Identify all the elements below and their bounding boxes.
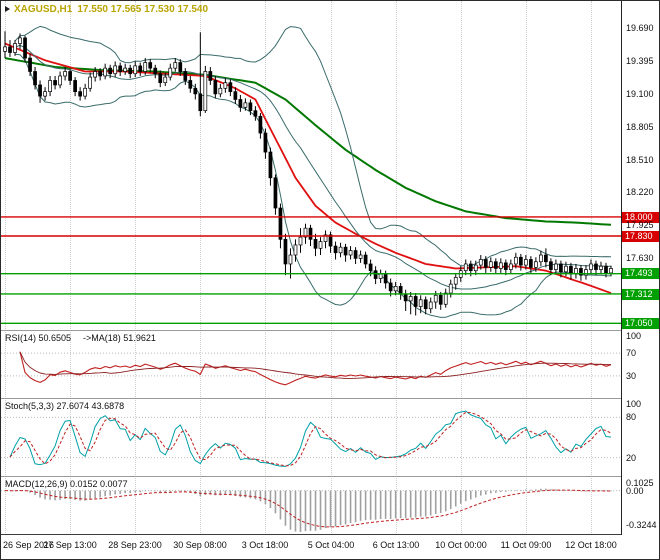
time-axis-label: 28 Sep 23:00 <box>108 540 162 550</box>
indicator-scale-label: -0.3244 <box>626 519 657 530</box>
price-level-badge: 17.050 <box>622 317 659 329</box>
stochastic-panel[interactable] <box>1 399 621 476</box>
stochastic-value-label: Stoch(5,3,3) 27.6074 43.6878 <box>5 401 125 411</box>
time-axis-label: 12 Oct 18:00 <box>565 540 617 550</box>
grid-vline <box>200 1 201 535</box>
grid-vline <box>135 1 136 535</box>
macd-panel[interactable] <box>1 477 621 534</box>
price-tick-label: 19.100 <box>626 88 654 99</box>
price-tick-label: 19.395 <box>626 55 654 66</box>
time-axis-label: 6 Oct 13:00 <box>372 540 420 550</box>
panel-splitter[interactable] <box>1 476 659 477</box>
price-level-badge: 17.493 <box>622 268 659 280</box>
price-level-badge: 18.000 <box>622 211 659 223</box>
rsi-value-label: RSI(14) 50.6505 <box>5 333 72 343</box>
time-axis-label: 5 Oct 04:00 <box>307 540 355 550</box>
grid-vline <box>5 1 6 535</box>
chart-title: XAGUSD,H1 17.550 17.565 17.530 17.540 <box>5 4 208 15</box>
price-tick-label: 19.690 <box>626 22 654 33</box>
price-tick-label: 18.805 <box>626 121 654 132</box>
time-axis-label: 11 Oct 09:00 <box>500 540 552 550</box>
indicator-scale-label: 0.1025 <box>626 478 654 488</box>
ohlc-values: 17.550 17.565 17.530 17.540 <box>77 4 209 15</box>
stochastic-label: Stoch(5,3,3) 27.6074 43.6878 <box>5 401 124 411</box>
rsi-ma-value-label: ->MA(18) 51.9621 <box>83 333 156 343</box>
price-tick-label: 18.220 <box>626 187 654 198</box>
indicator-scale-label: 70 <box>626 348 637 359</box>
time-axis-divider <box>1 534 659 535</box>
indicator-scale-label: 100 <box>626 399 642 409</box>
time-axis-label: 27 Sep 13:00 <box>43 540 97 550</box>
price-tick-label: 18.510 <box>626 154 654 165</box>
symbol-timeframe: XAGUSD,H1 <box>14 4 73 15</box>
time-axis-label: 26 Sep 2016 <box>3 540 55 550</box>
time-axis-label: 30 Sep 08:00 <box>173 540 227 550</box>
main-price-panel[interactable] <box>1 1 621 330</box>
indicator-scale-label: 20 <box>626 452 637 463</box>
chart-menu-icon[interactable] <box>5 6 10 12</box>
indicator-scale-label: 30 <box>626 370 637 381</box>
rsi-label: RSI(14) 50.6505 ->MA(18) 51.9621 <box>5 333 156 343</box>
indicator-scale-label: 100 <box>626 331 642 341</box>
time-axis-label: 3 Oct 18:00 <box>241 540 289 550</box>
indicator-scale-label: 80 <box>626 412 637 423</box>
price-level-badge: 17.830 <box>622 230 659 242</box>
price-axis[interactable]: 18.000 17.830 17.493 17.312 17.050 19.690 19.3… <box>621 1 659 535</box>
panel-splitter[interactable] <box>1 330 659 331</box>
time-axis[interactable]: 26 Sep 2016 27 Sep 13:00 28 Sep 23:00 30 Se… <box>1 535 659 559</box>
grid-vline <box>396 1 397 535</box>
time-axis-label: 10 Oct 00:00 <box>435 540 487 550</box>
macd-label: MACD(12,26,9) 0.0152 0.0077 <box>5 479 128 489</box>
rsi-panel[interactable] <box>1 331 621 398</box>
panel-splitter[interactable] <box>1 398 659 399</box>
indicator-scale-label: 0.00 <box>626 485 644 496</box>
price-level-badge: 17.312 <box>622 288 659 300</box>
macd-value-label: MACD(12,26,9) 0.0152 0.0077 <box>5 479 128 489</box>
grid-vline <box>265 1 266 535</box>
grid-vline <box>70 1 71 535</box>
price-tick-label: 17.925 <box>626 220 654 231</box>
price-tick-label: 17.630 <box>626 253 654 264</box>
grid-vline <box>331 1 332 535</box>
